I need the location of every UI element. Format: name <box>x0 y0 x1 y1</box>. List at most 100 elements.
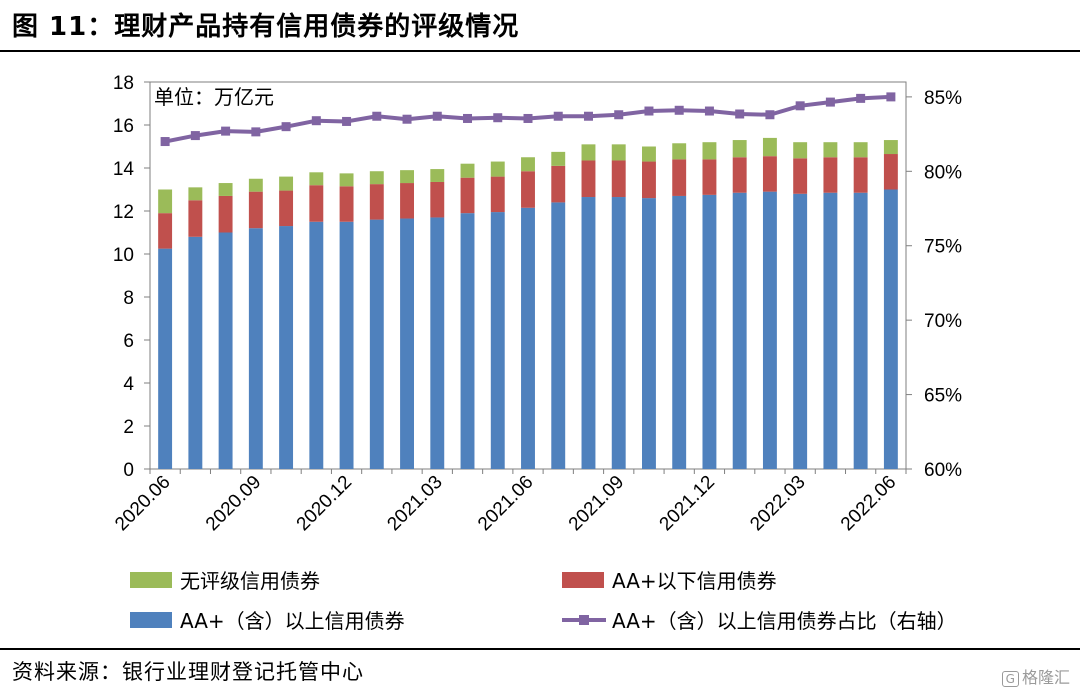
bar-below-aa-plus-2021.06 <box>521 171 535 208</box>
bar-aa-plus-above-2021.05 <box>490 212 505 469</box>
legend-unrated-swatch <box>130 572 172 588</box>
bar-below-aa-plus-2021.04 <box>460 177 475 214</box>
legend-below-aa-plus-label: AA+以下信用债券 <box>612 569 777 593</box>
share-point-2021.04 <box>463 113 473 123</box>
y-right-tick-label: 80% <box>924 162 962 183</box>
bar-unrated-2021.12 <box>702 142 717 160</box>
share-point-2021.09 <box>614 110 624 120</box>
share-point-2021.05 <box>493 113 503 123</box>
bar-below-aa-plus-2021.09 <box>611 160 626 198</box>
bar-aa-plus-above-2021.11 <box>672 195 687 469</box>
bar-unrated-2020.10 <box>279 176 294 191</box>
y-left-tick-label: 2 <box>123 417 134 438</box>
bar-aa-plus-above-2022.04 <box>823 192 838 469</box>
share-point-2022.02 <box>765 110 775 120</box>
legend-share-label: AA+（含）以上信用债券占比（右轴） <box>612 609 957 633</box>
share-point-2022.01 <box>735 109 745 119</box>
bar-unrated-2021.04 <box>460 163 475 178</box>
bar-unrated-2021.03 <box>430 169 445 182</box>
share-point-2022.05 <box>856 93 866 103</box>
source-rule <box>0 648 1080 650</box>
share-point-2021.01 <box>372 111 382 121</box>
bar-unrated-2020.06 <box>158 189 173 214</box>
bar-aa-plus-above-2021.02 <box>400 218 414 469</box>
bar-aa-plus-above-2022.01 <box>732 192 747 469</box>
x-tick-label: 2021.12 <box>656 472 719 535</box>
legend-below-aa-plus-swatch <box>562 572 604 588</box>
bar-aa-plus-above-2020.07 <box>188 236 203 469</box>
bar-unrated-2020.09 <box>248 178 263 192</box>
y-left-tick-label: 4 <box>123 374 134 395</box>
bar-aa-plus-above-2021.06 <box>521 207 535 469</box>
bar-below-aa-plus-2020.12 <box>339 186 354 222</box>
legend-unrated-label: 无评级信用债券 <box>180 569 320 593</box>
bar-unrated-2022.02 <box>762 137 777 157</box>
unit-label: 单位：万亿元 <box>154 85 274 109</box>
bar-aa-plus-above-2021.12 <box>702 194 717 469</box>
share-point-2021.12 <box>704 106 714 116</box>
legend-aa-plus-above-label: AA+（含）以上信用债券 <box>180 609 405 633</box>
y-left-tick-label: 14 <box>113 159 135 180</box>
share-point-2020.10 <box>281 122 291 132</box>
bar-below-aa-plus-2022.04 <box>823 157 838 193</box>
bar-unrated-2020.08 <box>218 183 233 196</box>
bar-aa-plus-above-2020.11 <box>309 221 324 469</box>
bar-below-aa-plus-2020.10 <box>279 190 294 227</box>
y-right-tick-label: 75% <box>924 237 962 258</box>
y-right-tick-label: 70% <box>924 311 962 332</box>
x-tick-label: 2022.06 <box>837 472 900 535</box>
share-point-2021.11 <box>674 105 684 115</box>
share-point-2021.03 <box>432 111 442 121</box>
bar-aa-plus-above-2021.10 <box>642 198 656 469</box>
watermark-text: 格隆汇 <box>1021 668 1070 687</box>
y-left-tick-label: 16 <box>113 116 134 137</box>
bar-below-aa-plus-2021.03 <box>430 181 445 218</box>
bar-aa-plus-above-2022.05 <box>853 192 868 469</box>
share-point-2020.11 <box>311 116 321 126</box>
y-right-tick-label: 60% <box>924 460 962 481</box>
bar-below-aa-plus-2022.03 <box>793 158 808 194</box>
chart-svg: 0 2 4 6 8 10 12 14 16 18 60% 65% 70% 75% 80% 85% 2020.06… <box>111 73 962 633</box>
bar-unrated-2021.05 <box>490 161 505 177</box>
bar-aa-plus-above-2021.09 <box>611 197 626 469</box>
bar-below-aa-plus-2021.11 <box>672 159 687 196</box>
bar-unrated-2021.02 <box>400 170 414 184</box>
bar-aa-plus-above-2020.10 <box>279 226 294 469</box>
share-point-2022.03 <box>795 101 805 111</box>
bar-below-aa-plus-2021.08 <box>581 160 596 198</box>
bar-below-aa-plus-2021.05 <box>490 176 505 213</box>
bar-unrated-2021.10 <box>642 146 656 162</box>
x-tick-label: 2020.06 <box>111 472 174 535</box>
share-point-2022.06 <box>886 92 896 102</box>
share-point-2021.07 <box>553 111 563 121</box>
bar-below-aa-plus-2020.11 <box>309 185 324 222</box>
title-rule <box>0 50 1080 52</box>
bar-unrated-2021.08 <box>581 144 596 161</box>
bar-below-aa-plus-2021.10 <box>642 161 656 199</box>
legend-aa-plus-above-swatch <box>130 612 172 628</box>
bar-unrated-2022.04 <box>823 142 838 158</box>
x-tick-label: 2021.09 <box>565 472 628 535</box>
y-right-tick-label: 85% <box>924 88 962 109</box>
legend: 无评级信用债券 AA+以下信用债券 AA+（含）以上信用债券 AA+（含）以上信用债券… <box>130 569 957 633</box>
bar-aa-plus-above-2021.04 <box>460 213 475 469</box>
figure-title: 图 11：理财产品持有信用债券的评级情况 <box>12 12 520 42</box>
share-point-2021.02 <box>402 114 412 124</box>
bar-below-aa-plus-2020.07 <box>188 200 203 237</box>
y-left-tick-label: 6 <box>123 331 134 352</box>
bar-aa-plus-above-2022.03 <box>793 193 808 470</box>
plot-area: 0 2 4 6 8 10 12 14 16 18 60% 65% 70% 75% 80% 85% 2020.06… <box>111 73 962 535</box>
share-point-2020.08 <box>221 126 231 136</box>
bar-below-aa-plus-2022.05 <box>853 157 868 193</box>
bar-aa-plus-above-2021.07 <box>551 202 566 469</box>
bar-aa-plus-above-2021.08 <box>581 197 596 469</box>
bar-below-aa-plus-2020.06 <box>158 213 173 249</box>
bar-below-aa-plus-2020.08 <box>218 195 233 233</box>
bar-unrated-2020.07 <box>188 187 203 201</box>
x-tick-label: 2020.09 <box>202 472 265 535</box>
y-left-tick-label: 18 <box>113 73 134 94</box>
watermark-logo-icon: G <box>1001 671 1019 687</box>
bar-unrated-2020.12 <box>339 173 354 187</box>
x-tick-label: 2020.12 <box>293 472 356 535</box>
bar-below-aa-plus-2020.09 <box>248 191 263 229</box>
